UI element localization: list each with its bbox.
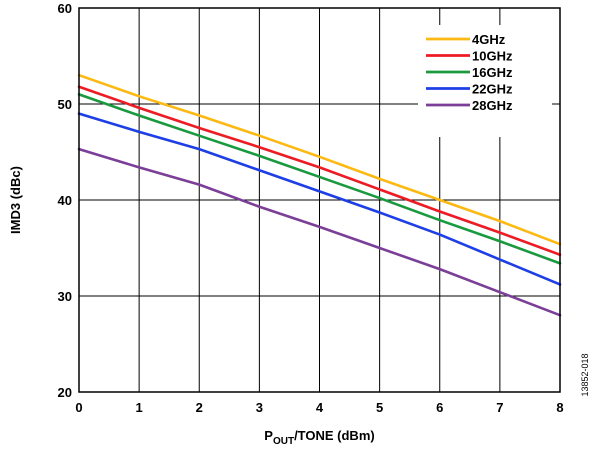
series-lines <box>77 73 562 317</box>
series-line-10ghz <box>77 85 562 257</box>
legend-label-10ghz: 10GHz <box>472 49 513 64</box>
legend-background <box>418 25 552 137</box>
series-line-28ghz <box>77 147 562 317</box>
x-tick-label: 8 <box>556 400 563 415</box>
y-tick-label: 20 <box>58 385 72 400</box>
legend-label-22ghz: 22GHz <box>472 82 513 97</box>
x-tick-label: 2 <box>196 400 203 415</box>
x-tick-label: 0 <box>75 400 82 415</box>
x-axis-title: POUT/TONE (dBm) <box>264 428 374 447</box>
y-tick-label: 30 <box>58 289 72 304</box>
y-tick-label: 40 <box>58 193 72 208</box>
figure-id: 13852-018 <box>580 353 590 396</box>
x-tick-label: 3 <box>256 400 263 415</box>
series-line-22ghz <box>77 112 562 286</box>
x-axis-title-subscript: OUT <box>273 436 294 447</box>
legend-label-16ghz: 16GHz <box>472 65 513 80</box>
x-axis-title-rest: /TONE (dBm) <box>294 428 375 443</box>
series-line-4ghz <box>77 73 562 246</box>
y-tick-label: 60 <box>58 1 72 16</box>
y-tick-label: 50 <box>58 97 72 112</box>
x-tick-label: 7 <box>496 400 503 415</box>
legend-label-4ghz: 4GHz <box>472 32 506 47</box>
x-tick-label: 6 <box>436 400 443 415</box>
plot-area-frame <box>78 7 561 393</box>
x-tick-label: 1 <box>136 400 143 415</box>
tick-labels: 0 1 2 3 4 5 6 7 8 20 30 40 50 60 <box>58 1 564 415</box>
legend-label-28ghz: 28GHz <box>472 98 513 113</box>
series-line-16ghz <box>77 93 562 265</box>
y-axis-title: IMD3 (dBc) <box>8 166 23 234</box>
x-tick-label: 5 <box>376 400 383 415</box>
x-tick-label: 4 <box>316 400 324 415</box>
x-axis-title-main: P <box>264 428 273 443</box>
